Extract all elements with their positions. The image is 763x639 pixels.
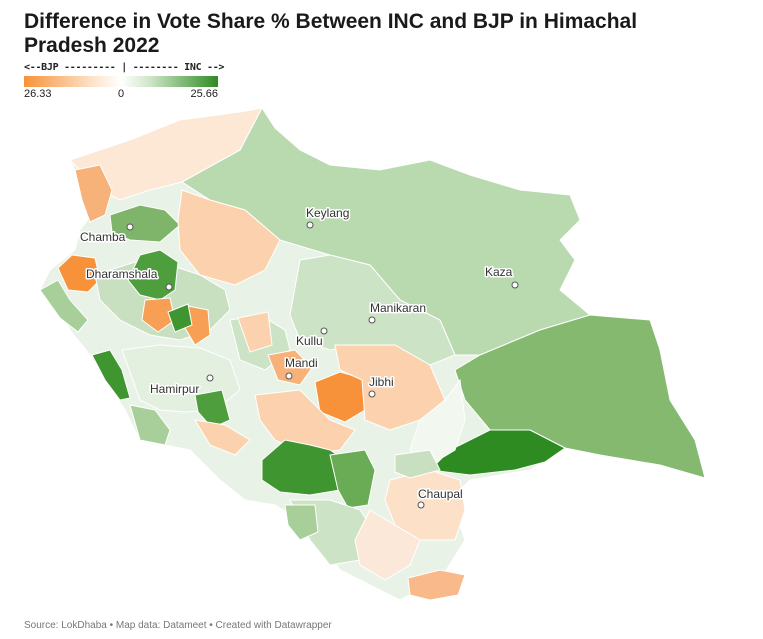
region-bilaspur[interactable] [129, 404, 171, 446]
city-chaupal-label: Chaupal [418, 487, 463, 501]
region-chamba-orange[interactable] [74, 164, 113, 223]
region-west-green[interactable] [39, 279, 89, 333]
city-dharamshala[interactable]: Dharamshala [85, 266, 173, 291]
region-una[interactable] [91, 349, 131, 401]
city-kaza-dot [511, 281, 519, 289]
city-manikaran[interactable]: Manikaran [368, 300, 428, 324]
city-jibhi-label: Jibhi [369, 375, 394, 389]
city-keylang-label: Keylang [306, 206, 349, 220]
city-kaza-label: Kaza [485, 265, 513, 279]
city-mandi[interactable]: Mandi [284, 355, 319, 380]
city-hamirpur[interactable]: Hamirpur [149, 374, 214, 398]
region-kangra-dark[interactable] [127, 249, 179, 301]
legend-caption: <--BJP --------- | -------- INC --> [24, 62, 225, 73]
city-chaupal-dot [417, 501, 425, 509]
region-chamba-green[interactable] [109, 204, 181, 243]
city-jibhi[interactable]: Jibhi [368, 374, 395, 398]
city-kaza[interactable]: Kaza [484, 264, 519, 289]
city-chamba-label: Chamba [80, 230, 126, 244]
city-chaupal[interactable]: Chaupal [417, 486, 464, 509]
region-kasauli[interactable] [284, 504, 319, 541]
city-manikaran-label: Manikaran [370, 301, 426, 315]
region-kangra-green-small[interactable] [167, 303, 193, 333]
city-mandi-label: Mandi [285, 356, 318, 370]
city-dharamshala-dot [165, 283, 173, 291]
legend-mid-label: 0 [118, 88, 125, 100]
city-kullu-dot [320, 327, 328, 335]
legend-ticks: 26.33 0 25.66 [24, 87, 220, 101]
legend-color-scale [24, 76, 218, 87]
region-bilaspur-orange[interactable] [194, 419, 251, 456]
city-jibhi-dot [368, 390, 376, 398]
region-mandi-orange-light[interactable] [237, 311, 273, 353]
city-hamirpur-label: Hamirpur [150, 382, 199, 396]
city-keylang[interactable]: Keylang [305, 205, 351, 229]
region-sundernagar[interactable] [254, 389, 356, 456]
legend-max-label: 25.66 [190, 88, 218, 100]
city-dharamshala-label: Dharamshala [86, 267, 158, 281]
city-chamba-dot [126, 223, 134, 231]
city-chamba[interactable]: Chamba [79, 223, 134, 246]
city-hamirpur-dot [206, 374, 214, 382]
legend: <--BJP --------- | -------- INC --> 26.3… [24, 62, 225, 101]
region-rohru[interactable] [394, 449, 441, 479]
city-kullu-label: Kullu [296, 334, 323, 348]
chart-title: Difference in Vote Share % Between INC a… [24, 10, 638, 57]
region-rampur[interactable] [428, 429, 566, 476]
source-footer: Source: LokDhaba • Map data: Datameet • … [24, 620, 332, 631]
region-mandi-orange[interactable] [267, 349, 313, 386]
region-bharmour[interactable] [177, 189, 281, 286]
legend-min-label: 26.33 [24, 88, 52, 100]
city-markers: Chamba Keylang Dharamshala Kaza Manikara… [79, 205, 519, 509]
region-solan-green[interactable] [329, 449, 376, 509]
region-banjar[interactable] [334, 344, 446, 431]
city-keylang-dot [306, 221, 314, 229]
region-sirmaur[interactable] [354, 509, 421, 581]
city-kullu[interactable]: Kullu [295, 327, 328, 350]
city-mandi-dot [285, 372, 293, 380]
region-kangra-orange-1[interactable] [141, 297, 176, 333]
region-chaupal[interactable] [384, 469, 466, 541]
region-paonta[interactable] [407, 569, 466, 601]
city-manikaran-dot [368, 316, 376, 324]
